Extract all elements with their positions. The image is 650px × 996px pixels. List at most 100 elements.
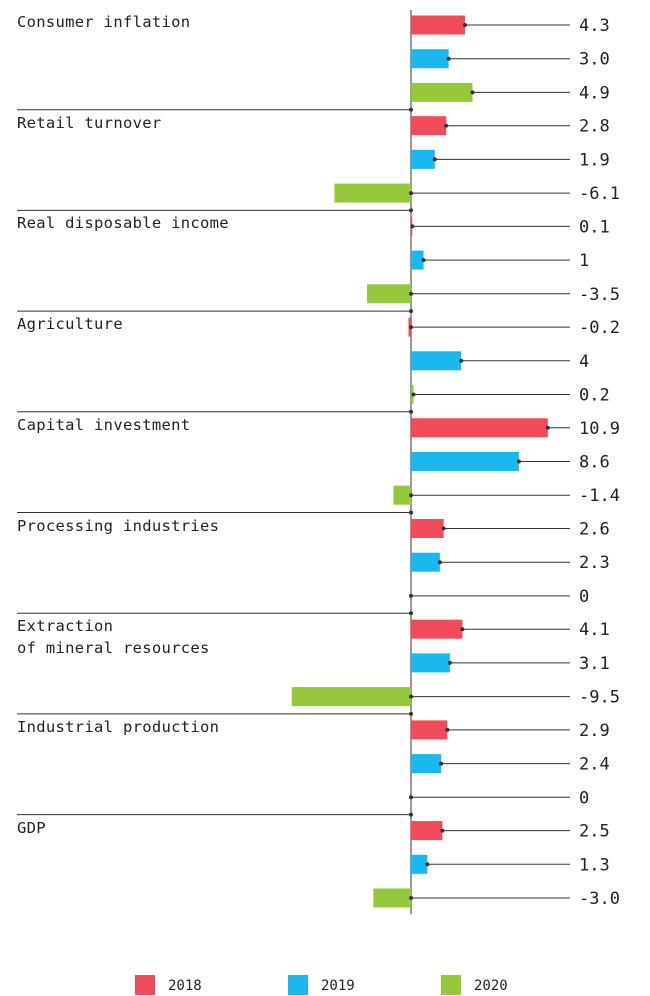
bar bbox=[291, 687, 411, 707]
bar bbox=[411, 854, 428, 874]
value-label: 2.9 bbox=[579, 721, 610, 741]
leader-dot bbox=[409, 191, 413, 196]
bar bbox=[411, 418, 548, 438]
category-label: Industrial production bbox=[17, 717, 220, 736]
leader-dot bbox=[409, 795, 413, 800]
leader-dot bbox=[410, 224, 415, 229]
separator-dot bbox=[409, 812, 413, 817]
bar bbox=[373, 888, 411, 908]
leader-dot bbox=[446, 56, 451, 61]
category-label: Processing industries bbox=[17, 516, 220, 535]
legend-label: 2019 bbox=[321, 978, 355, 994]
legend-swatch bbox=[288, 975, 308, 995]
bar bbox=[411, 552, 440, 572]
legend-label: 2018 bbox=[168, 978, 202, 994]
value-label: -9.5 bbox=[579, 688, 620, 708]
leader-dot bbox=[445, 727, 450, 732]
value-label: 0 bbox=[579, 587, 589, 607]
leader-dot bbox=[444, 123, 449, 128]
value-label: 4.9 bbox=[579, 83, 610, 103]
leader-dot bbox=[432, 157, 437, 162]
bar bbox=[334, 183, 411, 203]
value-label: -1.4 bbox=[579, 486, 620, 506]
leader-dot bbox=[437, 560, 442, 565]
leader-dot bbox=[409, 291, 413, 296]
legend-swatch bbox=[441, 975, 461, 995]
value-label: 4 bbox=[579, 352, 589, 372]
bar bbox=[367, 284, 411, 304]
separator-dot bbox=[409, 409, 413, 414]
bar bbox=[411, 116, 447, 136]
leader-dot bbox=[409, 325, 413, 330]
bar bbox=[411, 49, 449, 69]
leader-dot bbox=[409, 896, 413, 900]
category-label: Extraction of mineral resources bbox=[17, 617, 210, 658]
value-label: 0.1 bbox=[579, 217, 610, 237]
legend-swatch bbox=[135, 975, 155, 995]
bar bbox=[411, 519, 444, 538]
category-label: Capital investment bbox=[17, 415, 191, 434]
value-label: 0.2 bbox=[579, 386, 610, 406]
value-label: -6.1 bbox=[579, 184, 620, 204]
separator-dot bbox=[409, 309, 413, 314]
bar bbox=[411, 452, 519, 471]
bar bbox=[411, 821, 443, 841]
leader-dot bbox=[462, 23, 467, 27]
leader-dot bbox=[470, 90, 475, 95]
value-label: 2.3 bbox=[579, 553, 610, 573]
leader-dot bbox=[409, 694, 413, 699]
value-label: 2.5 bbox=[579, 822, 610, 842]
leader-dot bbox=[440, 828, 445, 833]
bar bbox=[411, 619, 463, 639]
leader-dot bbox=[545, 425, 550, 430]
leader-dot bbox=[409, 493, 413, 498]
bar bbox=[411, 149, 435, 169]
category-label: Real disposable income bbox=[17, 214, 229, 233]
value-label: 2.8 bbox=[579, 117, 610, 137]
bar bbox=[411, 653, 450, 673]
value-label: 4.3 bbox=[579, 16, 610, 36]
value-label: 1.3 bbox=[579, 855, 610, 875]
value-label: 3.1 bbox=[579, 654, 610, 674]
value-label: 8.6 bbox=[579, 453, 610, 473]
bar bbox=[411, 250, 424, 270]
leader-dot bbox=[447, 660, 452, 665]
leader-dot bbox=[409, 593, 413, 598]
category-label: GDP bbox=[17, 818, 46, 837]
bar bbox=[411, 754, 442, 774]
value-label: 1.9 bbox=[579, 150, 610, 170]
bar bbox=[411, 720, 448, 740]
value-label: 1 bbox=[579, 251, 589, 271]
value-label: -3.0 bbox=[579, 889, 620, 909]
bar bbox=[393, 485, 411, 505]
leader-dot bbox=[421, 258, 426, 263]
leader-dot bbox=[425, 862, 430, 867]
bar bbox=[411, 351, 462, 371]
legend-label: 2020 bbox=[474, 978, 508, 994]
category-label: Retail turnover bbox=[17, 113, 162, 132]
value-label: 3.0 bbox=[579, 50, 610, 70]
value-label: -3.5 bbox=[579, 285, 620, 305]
bar bbox=[411, 82, 473, 102]
value-label: -0.2 bbox=[579, 318, 620, 338]
value-label: 2.4 bbox=[579, 755, 610, 775]
bar bbox=[411, 15, 465, 35]
separator-dot bbox=[409, 208, 413, 213]
leader-dot bbox=[439, 761, 444, 766]
value-label: 4.1 bbox=[579, 620, 610, 640]
category-label: Consumer inflation bbox=[17, 13, 191, 31]
value-label: 0 bbox=[579, 788, 589, 808]
category-label: Agriculture bbox=[17, 315, 123, 334]
leader-dot bbox=[411, 392, 416, 397]
leader-dot bbox=[441, 526, 446, 531]
value-label: 2.6 bbox=[579, 520, 610, 540]
separator-dot bbox=[409, 711, 413, 716]
leader-dot bbox=[460, 627, 465, 632]
separator-dot bbox=[409, 510, 413, 515]
separator-dot bbox=[409, 107, 413, 112]
separator-dot bbox=[409, 611, 413, 616]
leader-dot bbox=[459, 358, 464, 363]
value-label: 10.9 bbox=[579, 419, 620, 439]
